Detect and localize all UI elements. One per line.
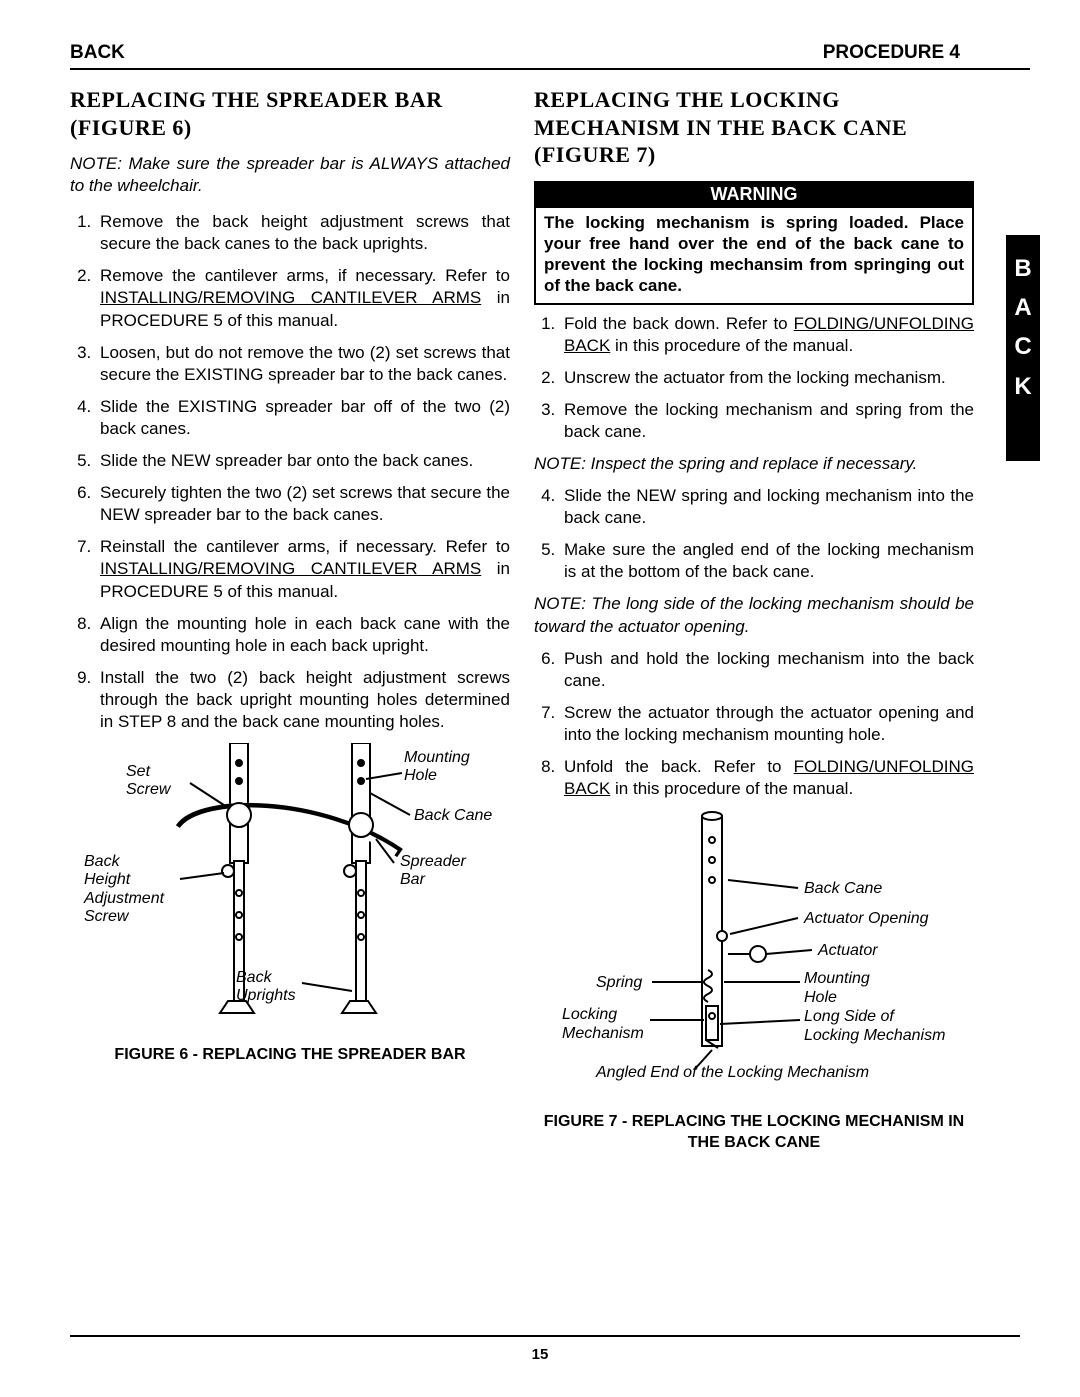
fig7-label-actopen: Actuator Opening <box>804 910 929 928</box>
step-item: Slide the NEW spreader bar onto the back… <box>96 450 510 472</box>
step-item: Remove the cantilever arms, if necessary… <box>96 265 510 331</box>
step-item: Push and hold the locking mechanism into… <box>560 648 974 692</box>
step-item: Make sure the angled end of the locking … <box>560 539 974 583</box>
fig7-label-mount: MountingHole <box>804 970 870 1007</box>
side-tab-letter: A <box>1014 292 1031 323</box>
footer-rule <box>70 1335 1020 1337</box>
figure-7: Back Cane Actuator Opening Actuator Spri… <box>534 810 974 1100</box>
fig7-label-actuator: Actuator <box>818 942 878 960</box>
step-item: Slide the NEW spring and locking mechani… <box>560 485 974 529</box>
step-item: Remove the locking mechanism and spring … <box>560 399 974 443</box>
step-item: Unfold the back. Refer to FOLDING/UNFOLD… <box>560 756 974 800</box>
step-item: Remove the back height adjustment screws… <box>96 211 510 255</box>
figure-7-svg <box>534 810 974 1090</box>
warning-body: The locking mechanism is spring loaded. … <box>534 208 974 305</box>
side-tab-letter: B <box>1014 253 1031 284</box>
figure-7-caption: FIGURE 7 - REPLACING THE LOCKING MECHANI… <box>534 1112 974 1154</box>
step-item: Slide the EXISTING spreader bar off of t… <box>96 396 510 440</box>
warning-header: WARNING <box>534 181 974 208</box>
header-right: PROCEDURE 4 <box>823 42 960 64</box>
fig6-label-spreader: SpreaderBar <box>400 853 466 890</box>
inline-note: NOTE: The long side of the locking mecha… <box>534 593 974 637</box>
side-tab-letter: C <box>1014 331 1031 362</box>
step-item: Loosen, but do not remove the two (2) se… <box>96 342 510 386</box>
fig7-label-locking: LockingMechanism <box>562 1006 644 1043</box>
fig7-label-spring: Spring <box>596 974 642 992</box>
step-item: Fold the back down. Refer to FOLDING/UNF… <box>560 313 974 357</box>
figure-6: SetScrew MountingHole Back Cane Spreader… <box>70 743 510 1033</box>
fig7-label-longside: Long Side ofLocking Mechanism <box>804 1008 945 1045</box>
left-note: NOTE: Make sure the spreader bar is ALWA… <box>70 153 510 197</box>
inline-note: NOTE: Inspect the spring and replace if … <box>534 453 974 475</box>
fig6-label-backheight: BackHeightAdjustmentScrew <box>84 853 164 927</box>
header-left: BACK <box>70 42 125 64</box>
fig6-label-uprights: BackUprights <box>236 969 296 1006</box>
side-tab: B A C K <box>1006 235 1040 461</box>
step-item: Screw the actuator through the actuator … <box>560 702 974 746</box>
left-column: REPLACING THE SPREADER BAR (FIGURE 6) NO… <box>70 86 510 1154</box>
fig6-label-set: SetScrew <box>126 763 170 800</box>
fig6-label-backcane: Back Cane <box>414 807 492 825</box>
left-section-title: REPLACING THE SPREADER BAR (FIGURE 6) <box>70 86 510 141</box>
left-steps: Remove the back height adjustment screws… <box>70 211 510 733</box>
page-number: 15 <box>0 1346 1080 1363</box>
right-steps: Fold the back down. Refer to FOLDING/UNF… <box>534 313 974 801</box>
right-column: REPLACING THE LOCKING MECHANISM IN THE B… <box>534 86 974 1154</box>
step-item: Reinstall the cantilever arms, if necess… <box>96 536 510 602</box>
side-tab-letter: K <box>1014 371 1031 402</box>
step-item: Align the mounting hole in each back can… <box>96 613 510 657</box>
fig7-label-backcane: Back Cane <box>804 880 882 898</box>
figure-6-caption: FIGURE 6 - REPLACING THE SPREADER BAR <box>70 1045 510 1066</box>
step-item: Unscrew the actuator from the locking me… <box>560 367 974 389</box>
step-item: Install the two (2) back height adjustme… <box>96 667 510 733</box>
fig6-label-mount: MountingHole <box>404 749 470 786</box>
right-section-title: REPLACING THE LOCKING MECHANISM IN THE B… <box>534 86 974 169</box>
fig7-label-angled: Angled End of the Locking Mechanism <box>596 1064 869 1082</box>
step-item: Securely tighten the two (2) set screws … <box>96 482 510 526</box>
